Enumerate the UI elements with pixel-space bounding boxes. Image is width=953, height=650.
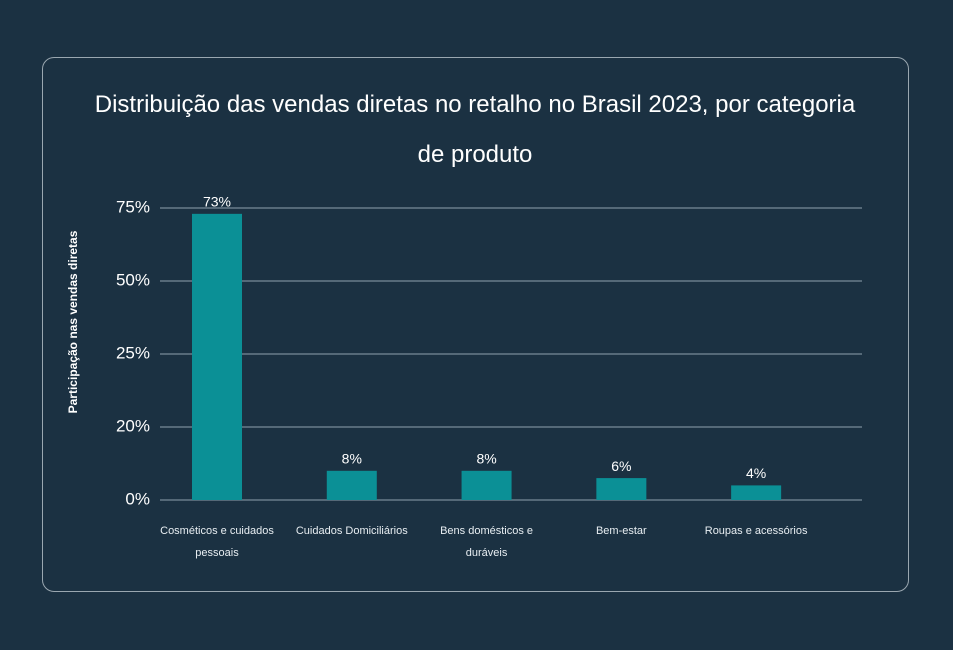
chart-title: Distribuição das vendas diretas no retal… (94, 91, 856, 168)
bar (192, 213, 242, 500)
y-tick-label: 50% (116, 270, 150, 289)
y-tick-label: 75% (116, 197, 150, 216)
bar (731, 485, 782, 500)
x-tick-label: Roupas e acessórios (704, 525, 808, 537)
x-tick-label: Bens domésticos e duráveis (440, 525, 534, 559)
value-label: 6% (611, 458, 631, 474)
x-tick-label: Cuidados Domiciliários (295, 525, 408, 537)
x-tick-label: Bem-estar (595, 525, 647, 537)
card (42, 57, 909, 592)
bar (461, 470, 512, 500)
y-tick-label: 25% (116, 343, 150, 362)
value-label: 8% (342, 451, 362, 467)
bar (596, 478, 647, 500)
y-tick-label: 20% (116, 416, 150, 435)
y-tick-label: 0% (125, 489, 150, 508)
value-label: 73% (203, 194, 231, 210)
value-label: 8% (476, 451, 496, 467)
value-label: 4% (746, 465, 766, 481)
x-tick-label: Cosméticos e cuidados pessoais (160, 525, 274, 559)
bar (326, 470, 377, 500)
y-axis-label: Participação nas vendas diretas (66, 230, 80, 413)
